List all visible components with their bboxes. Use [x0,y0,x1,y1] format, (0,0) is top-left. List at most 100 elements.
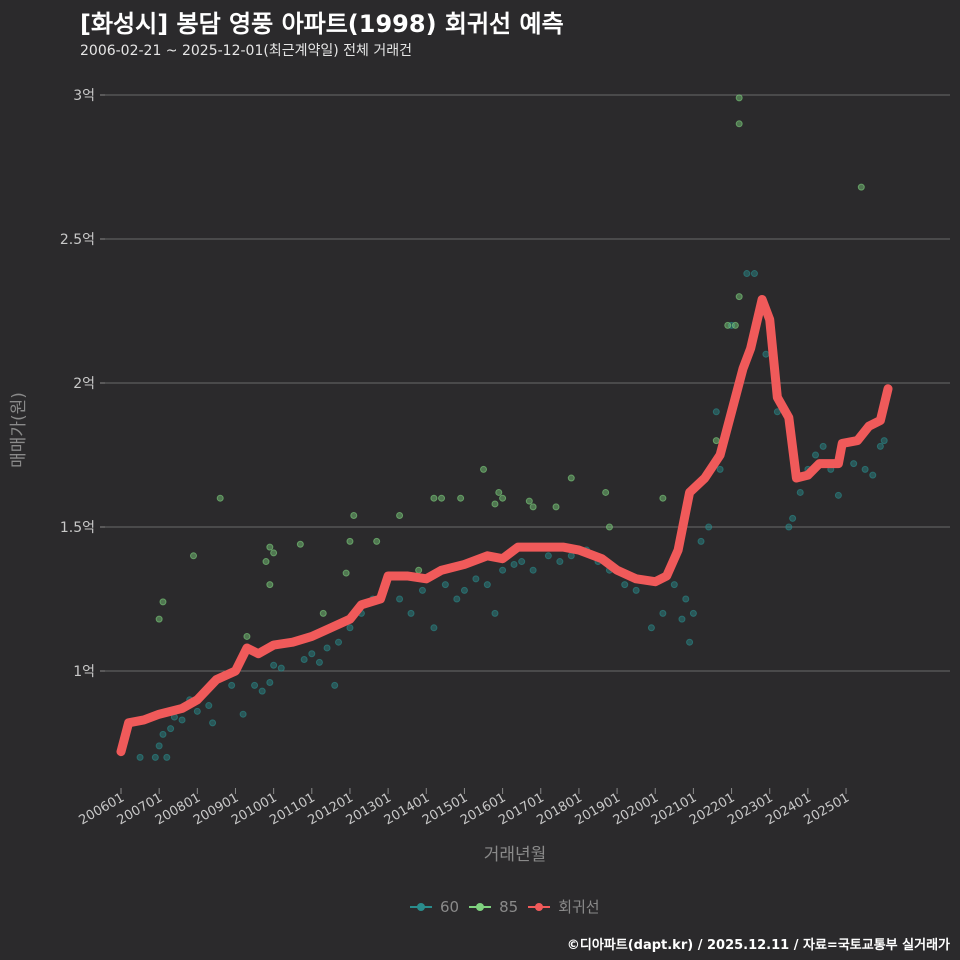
point-85 [346,537,354,545]
point-60 [258,687,266,695]
y-tick-label: 2억 [73,376,95,392]
point-60 [136,753,144,761]
point-60 [678,615,686,623]
point-60 [659,609,667,617]
point-85 [159,598,167,606]
point-85 [350,511,358,519]
point-60 [621,581,629,589]
point-60 [441,581,449,589]
point-60 [418,586,426,594]
point-60 [789,514,797,522]
point-60 [869,471,877,479]
point-60 [209,719,217,727]
point-85 [735,293,743,301]
point-60 [785,523,793,531]
point-60 [315,658,323,666]
point-60 [529,566,537,574]
y-tick-label: 1억 [73,664,95,680]
point-85 [155,615,163,623]
point-85 [457,494,465,502]
point-60 [850,460,858,468]
legend-swatch-85 [469,902,492,911]
point-60 [762,350,770,358]
point-85 [266,543,274,551]
point-85 [857,183,865,191]
point-85 [735,120,743,128]
legend: 60 85 회귀선 [410,896,600,917]
point-85 [216,494,224,502]
point-85 [373,537,381,545]
point-60 [773,408,781,416]
point-60 [407,609,415,617]
point-60 [499,566,507,574]
point-60 [472,575,480,583]
point-85 [712,437,720,445]
point-85 [735,94,743,102]
point-60 [270,661,278,669]
point-60 [483,581,491,589]
point-60 [812,451,820,459]
point-60 [712,408,720,416]
point-60 [880,437,888,445]
legend-item-60: 60 [410,898,459,916]
point-60 [396,595,404,603]
point-85 [529,503,537,511]
point-60 [567,552,575,560]
point-85 [605,523,613,531]
point-60 [323,644,331,652]
y-tick-label: 1.5억 [60,520,95,536]
point-85 [342,569,350,577]
point-85 [491,500,499,508]
point-60 [686,638,694,646]
point-60 [155,742,163,750]
point-85 [319,609,327,617]
point-85 [296,540,304,548]
point-85 [438,494,446,502]
point-60 [167,725,175,733]
point-85 [724,321,732,329]
point-60 [151,753,159,761]
y-tick-label: 2.5억 [60,232,95,248]
chart-title: [화성시] 봉담 영풍 아파트(1998) 회귀선 예측 [80,10,564,38]
point-85 [262,558,270,566]
point-60 [544,552,552,560]
point-85 [731,321,739,329]
legend-item-regression: 회귀선 [528,896,600,917]
point-85 [552,503,560,511]
point-60 [743,270,751,278]
point-60 [308,650,316,658]
point-60 [193,707,201,715]
point-60 [716,465,724,473]
point-85 [495,488,503,496]
chart-subtitle: 2006-02-21 ~ 2025-12-01(최근계약일) 전체 거래건 [80,43,412,59]
plot-area: 1억1.5억2억2.5억3억20060120070120080120090120… [9,88,950,865]
legend-item-85: 85 [469,898,518,916]
point-85 [415,566,423,574]
point-60 [300,655,308,663]
point-60 [266,679,274,687]
point-60 [331,681,339,689]
point-60 [277,664,285,672]
point-60 [697,537,705,545]
y-axis-label: 매매가(원) [9,392,29,468]
point-60 [689,609,697,617]
point-60 [430,624,438,632]
point-60 [205,702,213,710]
point-60 [163,753,171,761]
point-60 [346,624,354,632]
source-caption: ©디아파트(dapt.kr) / 2025.12.11 / 자료=국토교통부 실… [566,938,950,953]
point-60 [460,586,468,594]
point-60 [510,560,518,568]
legend-label: 60 [440,897,460,916]
point-60 [632,586,640,594]
point-60 [819,442,827,450]
point-85 [266,581,274,589]
legend-label: 회귀선 [558,898,600,916]
point-60 [518,558,526,566]
point-85 [396,511,404,519]
point-85 [270,549,278,557]
point-60 [251,681,259,689]
point-85 [499,494,507,502]
point-60 [796,488,804,496]
point-60 [178,716,186,724]
